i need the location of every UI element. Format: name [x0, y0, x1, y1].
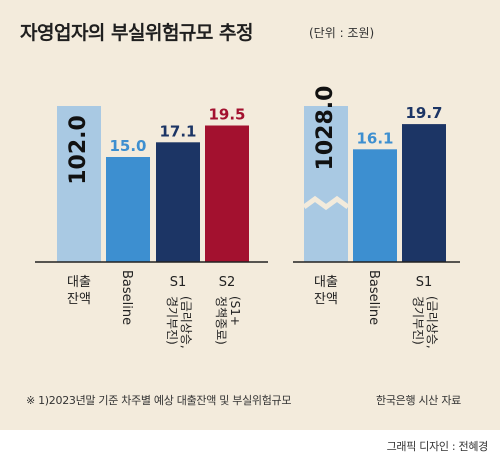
- footnote: ※ 1)2023년말 기준 차주별 예상 대출잔액 및 부실위험규모: [26, 394, 292, 407]
- value-label-1-1: 102.0: [66, 115, 91, 185]
- value-label-1-4: 19.5: [208, 106, 245, 124]
- bar-1-2: [106, 157, 150, 262]
- bar-1-4: [205, 125, 249, 262]
- bar-2-2: [353, 149, 397, 262]
- category-label-2-3-line-3: 경기부진): [411, 296, 425, 345]
- category-label-1-4-code: S2: [219, 275, 236, 290]
- category-label-1-1-line-1: 대출: [67, 275, 91, 290]
- axis-break-marker: [302, 195, 350, 211]
- category-label-2-3-line-2: (금리상승,: [425, 296, 439, 349]
- chart-group-1: 102.0 대출잔액 15.0 Baseline 17.1 S1 (금리상승,경기부진) 19…: [35, 106, 268, 349]
- value-label-2-2: 16.1: [356, 129, 393, 147]
- category-label-1-1-line-2: 잔액: [67, 292, 91, 307]
- category-label-1-4-line-3: 정책종료): [214, 296, 229, 345]
- bar-2-1: [304, 106, 348, 262]
- value-label-1-2: 15.0: [109, 137, 146, 155]
- category-label-2-3-code: S1: [416, 275, 433, 290]
- category-label-1-3-line-3: 경기부진): [165, 296, 179, 345]
- unit-label: (단위 : 조원): [309, 26, 375, 40]
- chart-group-2: 1028.0 대출잔액 16.1 Baseline 19.7 S1 (금리상승,경기부진): [293, 86, 460, 349]
- value-label-2-1: 1028.0: [313, 86, 338, 171]
- bar-1-1: [57, 106, 101, 262]
- category-label-1-2: Baseline: [119, 270, 134, 325]
- source-label: 한국은행 시산 자료: [376, 394, 461, 407]
- category-label-2-1-line-2: 잔액: [314, 292, 338, 307]
- value-label-1-3: 17.1: [159, 122, 196, 140]
- chart-title: 자영업자의 부실위험규모 추정: [20, 22, 253, 44]
- value-label-2-3: 19.7: [405, 104, 442, 122]
- category-label-2-2: Baseline: [366, 270, 381, 325]
- category-label-2-1-line-1: 대출: [314, 275, 338, 290]
- category-label-1-3-line-2: (금리상승,: [179, 296, 193, 349]
- bar-2-3: [402, 124, 446, 262]
- bar-chart: 102.0대출잔액15.0Baseline17.1S1(금리상승,경기부진)19…: [35, 86, 460, 349]
- category-label-1-3-code: S1: [170, 275, 187, 290]
- graphic-credit: 그래픽 디자인 : 전혜경: [386, 440, 489, 453]
- bar-1-3: [156, 142, 200, 262]
- category-label-1-4-line-2: (S1+: [228, 296, 242, 326]
